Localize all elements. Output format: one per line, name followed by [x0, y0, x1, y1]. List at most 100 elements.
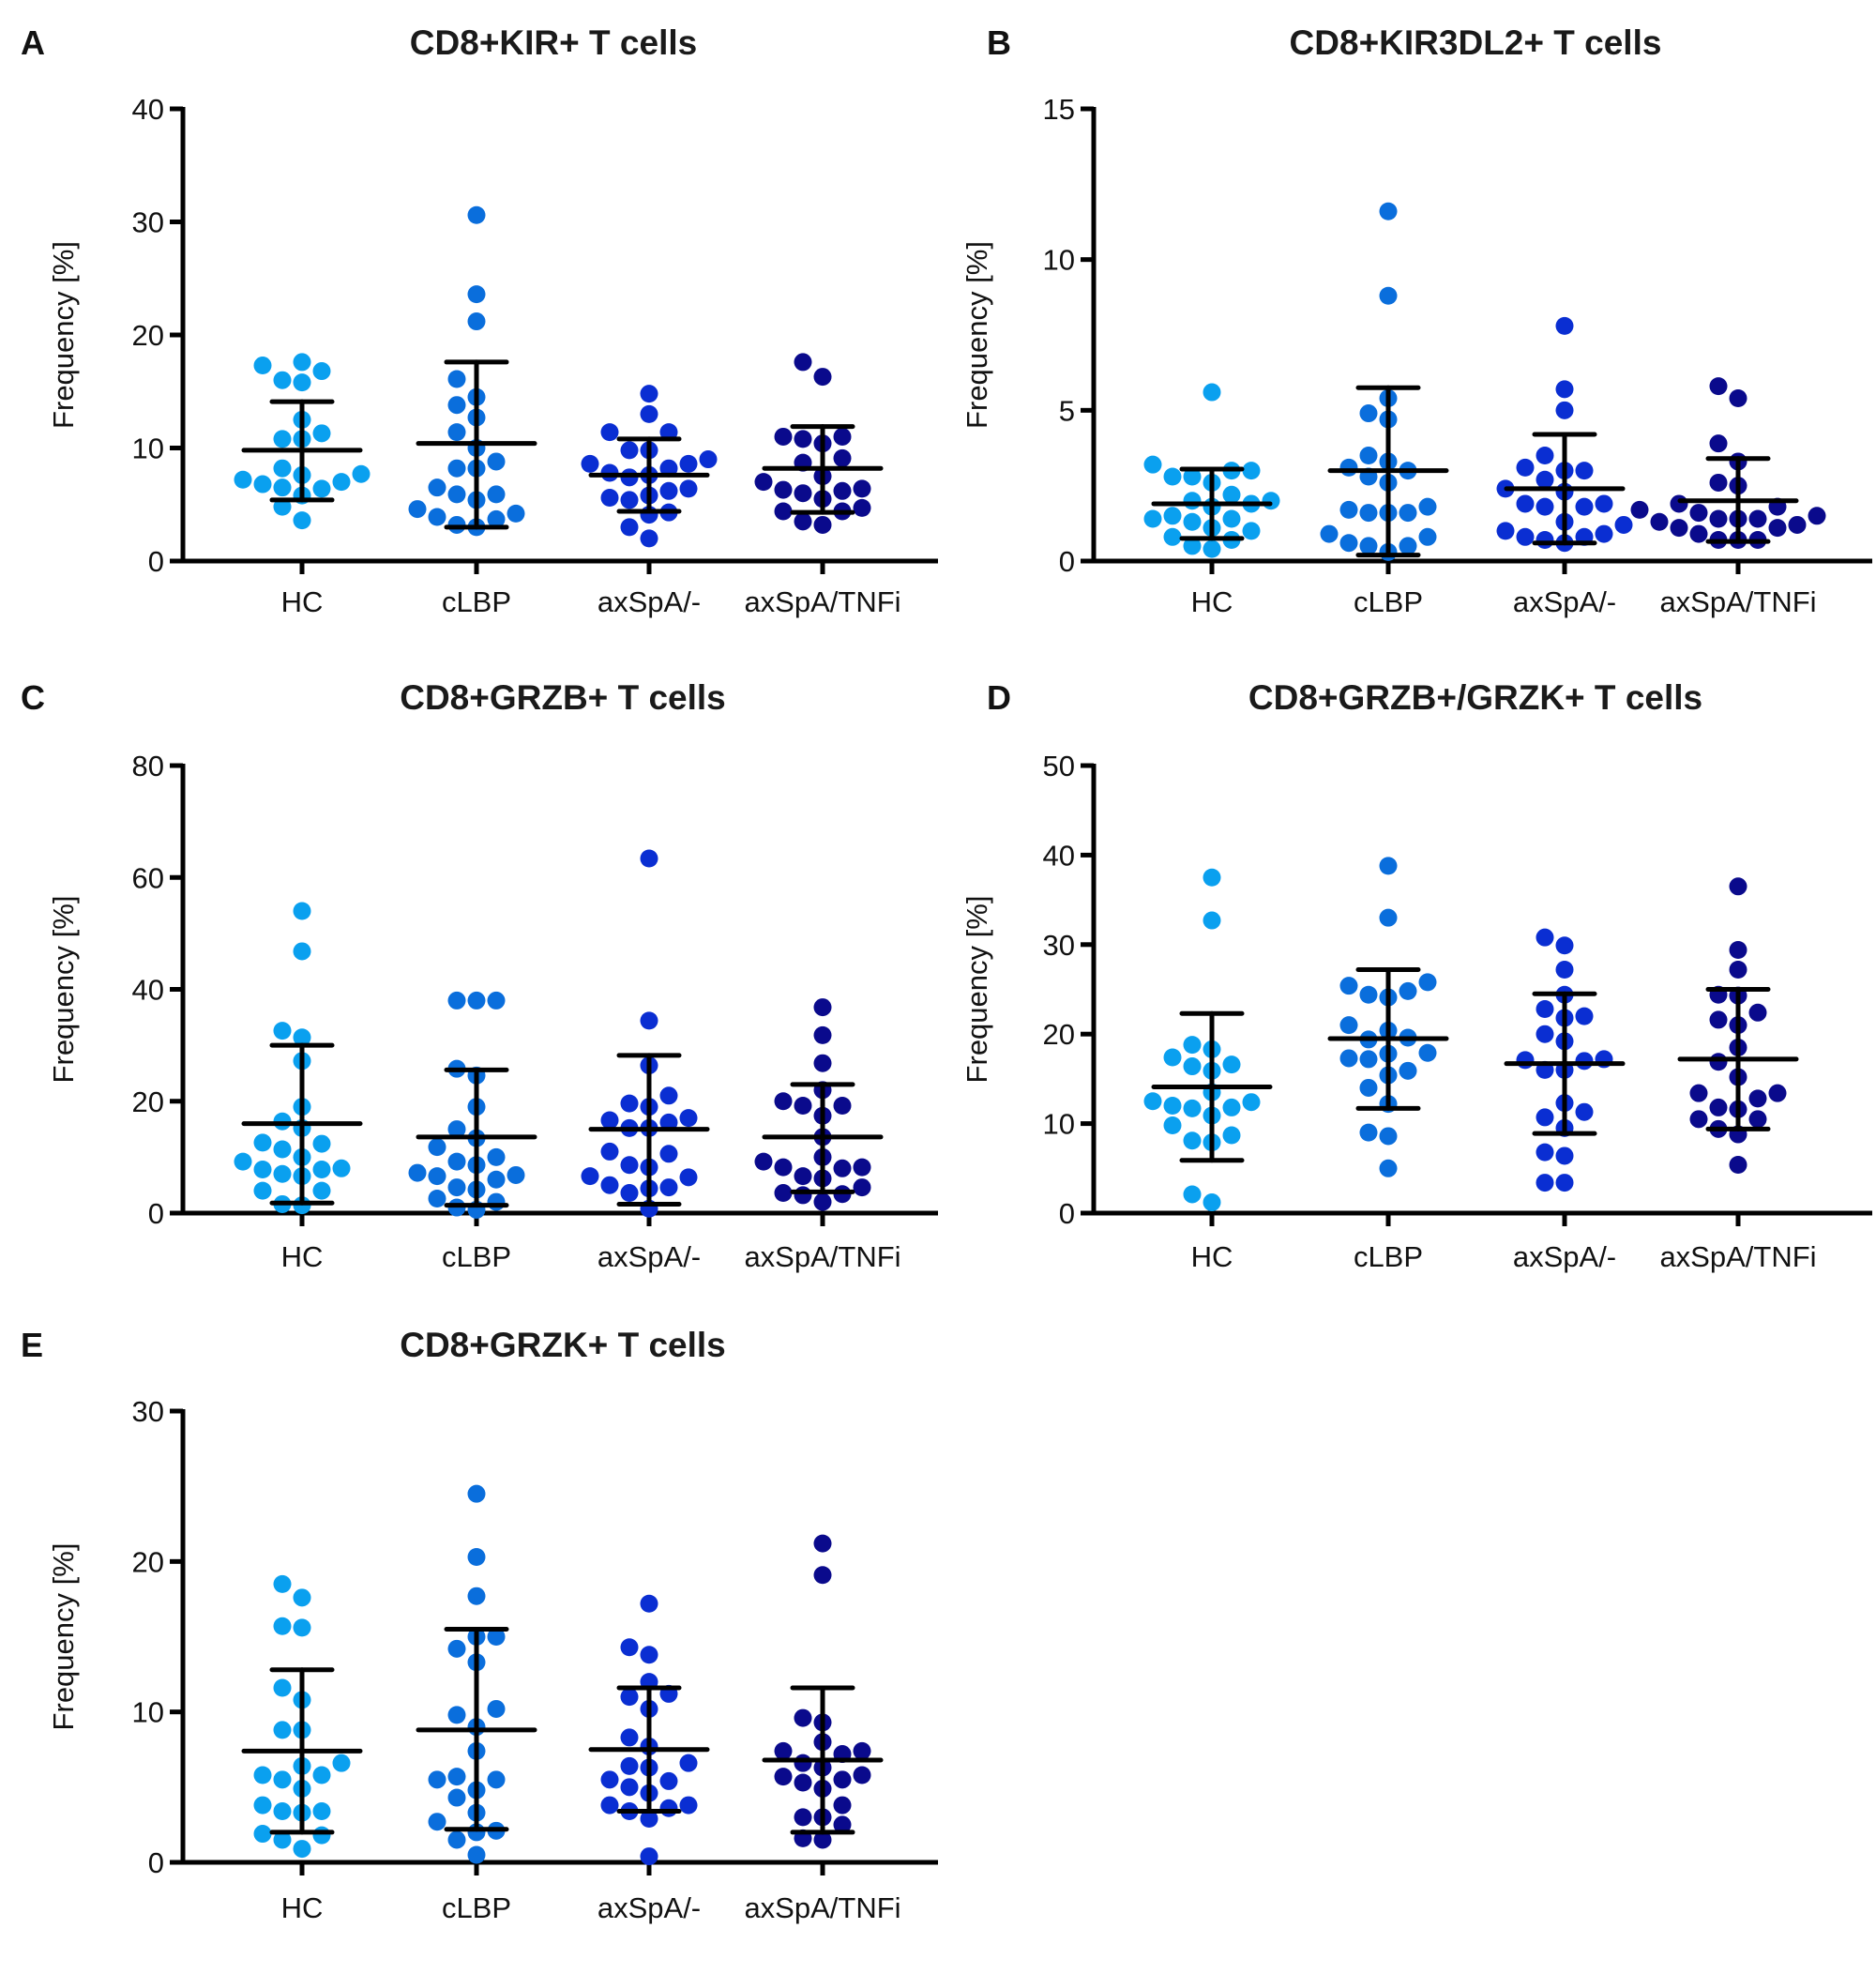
data-point	[679, 1754, 698, 1772]
y-tick-label: 0	[148, 1846, 164, 1879]
data-point	[1595, 494, 1613, 513]
data-point	[253, 357, 272, 375]
data-point	[1183, 492, 1202, 510]
y-tick-label: 0	[148, 545, 164, 578]
data-point	[640, 385, 658, 403]
data-point	[1650, 512, 1669, 531]
panel-b: B CD8+KIR3DL2+ T cells Frequency [%] 0 5 10 15…	[961, 23, 1872, 618]
data-point	[253, 1160, 272, 1178]
data-point	[428, 1189, 446, 1207]
data-point	[1183, 512, 1202, 531]
data-point	[312, 1766, 331, 1784]
data-point	[332, 1159, 351, 1177]
data-point	[447, 1830, 466, 1849]
data-point	[1748, 509, 1767, 528]
data-point	[699, 450, 718, 469]
data-point	[1203, 911, 1221, 930]
data-point	[1729, 1155, 1747, 1174]
series-hc	[241, 1574, 363, 1859]
data-point	[487, 485, 506, 504]
data-point	[620, 1156, 639, 1175]
data-point	[1339, 458, 1358, 477]
data-point	[620, 1778, 639, 1797]
y-tick-label: 10	[132, 1696, 164, 1729]
data-point	[1709, 473, 1728, 492]
data-point	[1262, 492, 1280, 510]
panel-letter: C	[21, 678, 45, 717]
data-point	[273, 1770, 292, 1789]
data-point	[1768, 1084, 1787, 1102]
data-point	[428, 478, 446, 497]
data-point	[853, 1766, 871, 1784]
data-point	[273, 1022, 292, 1040]
data-point	[447, 1788, 466, 1807]
data-point	[620, 1638, 639, 1657]
data-point	[1379, 1159, 1398, 1177]
data-point	[833, 448, 852, 467]
data-point	[312, 1181, 331, 1200]
data-point	[1359, 1078, 1378, 1097]
data-point	[1555, 316, 1574, 335]
data-point	[659, 1178, 678, 1197]
data-point	[1689, 1084, 1708, 1102]
data-point	[1359, 537, 1378, 555]
data-point	[1709, 509, 1728, 528]
data-point	[853, 1741, 871, 1760]
data-point	[1242, 1093, 1261, 1112]
x-tick-label: HC	[1191, 585, 1233, 618]
y-axis-label: Frequency [%]	[961, 896, 993, 1084]
data-point	[1575, 1007, 1594, 1025]
data-point	[600, 1770, 619, 1789]
data-point	[774, 427, 793, 446]
y-tick-label: 5	[1059, 394, 1075, 427]
panel-title: CD8+GRZK+ T cells	[400, 1326, 726, 1364]
data-point	[1339, 534, 1358, 553]
panel-letter: D	[987, 678, 1011, 717]
y-tick-label: 50	[1043, 750, 1075, 782]
data-point	[600, 1142, 619, 1161]
data-point	[1379, 1127, 1398, 1146]
data-point	[1183, 1185, 1202, 1204]
data-point	[1768, 519, 1787, 538]
data-point	[1183, 467, 1202, 486]
data-point	[253, 1825, 272, 1844]
data-point	[659, 1086, 678, 1105]
series-clbp	[1320, 202, 1449, 561]
series-axspa-	[1504, 928, 1626, 1192]
panel-letter: A	[21, 23, 45, 62]
data-point	[794, 430, 812, 448]
data-point	[487, 1170, 506, 1189]
data-point	[1163, 527, 1182, 546]
data-point	[1555, 936, 1574, 955]
data-point	[467, 1484, 486, 1503]
panel-title: CD8+KIR3DL2+ T cells	[1290, 23, 1662, 62]
data-point	[253, 475, 272, 494]
data-point	[794, 512, 812, 531]
data-point	[853, 479, 871, 498]
data-point	[273, 1830, 292, 1849]
data-point	[754, 473, 773, 492]
data-point	[1709, 1010, 1728, 1029]
data-point	[1536, 497, 1554, 516]
data-point	[1183, 1099, 1202, 1117]
data-point	[1729, 388, 1747, 407]
data-point	[312, 362, 331, 381]
data-point	[1748, 1003, 1767, 1022]
x-tick-label: axSpA/TNFi	[744, 1240, 900, 1273]
data-point	[679, 1168, 698, 1187]
data-point	[332, 473, 351, 492]
data-point	[640, 849, 658, 868]
data-point	[293, 353, 311, 372]
data-point	[1222, 1098, 1241, 1116]
data-point	[293, 511, 311, 530]
data-point	[774, 1158, 793, 1177]
data-point	[447, 1152, 466, 1171]
data-point	[234, 1152, 252, 1171]
y-tick-label: 10	[1043, 1108, 1075, 1141]
data-point	[794, 1754, 812, 1772]
data-point	[447, 459, 466, 478]
data-point	[487, 1147, 506, 1166]
data-point	[813, 1534, 832, 1553]
data-point	[1399, 504, 1417, 523]
data-point	[1163, 1116, 1182, 1135]
